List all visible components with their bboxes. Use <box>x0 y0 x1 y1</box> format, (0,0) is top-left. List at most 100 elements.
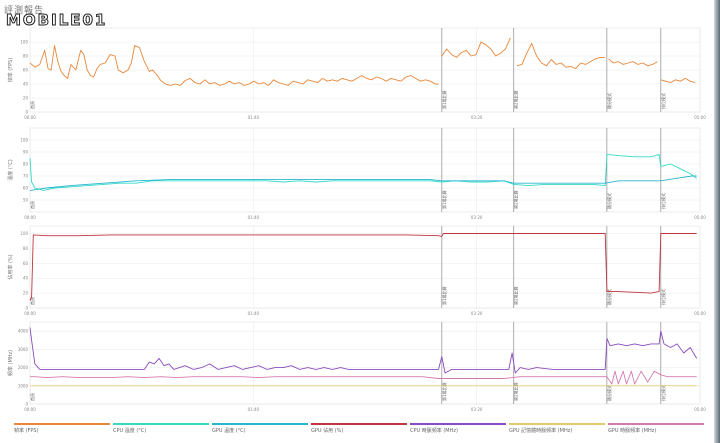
legend-item-gpu-temp: GPU 溫度 (°C) <box>212 423 308 437</box>
y-axis-label: 溫度 (°C) <box>7 159 14 181</box>
series-line-fps <box>441 37 511 58</box>
legend-swatch <box>212 423 308 425</box>
y-tick-label: 40 <box>23 82 29 87</box>
series-line-fps <box>516 42 606 70</box>
y-tick-label: 0 <box>25 402 28 407</box>
legend-label: CPU 溫度 (°C) <box>113 428 147 434</box>
window-edge <box>714 0 720 443</box>
legend-item-cpu-temp: CPU 溫度 (°C) <box>113 423 209 437</box>
section-label: 第2場比賽 <box>513 90 519 109</box>
section-label: 首頁 <box>29 201 35 209</box>
y-tick-label: 100 <box>20 40 28 45</box>
mobile01-logo: 評測報告 MOBILE01 <box>4 2 174 30</box>
y-tick-label: 50 <box>23 198 29 203</box>
x-tick-label: 05:00 <box>694 311 706 316</box>
legend-swatch <box>608 423 704 425</box>
series-line-gpu-freq <box>30 370 697 385</box>
legend-label: GPU 記憶體時脈頻率 (MHz) <box>509 428 573 434</box>
series-line-fps <box>608 58 658 67</box>
series-line-cpu-freq <box>29 327 698 374</box>
y-tick-label: 0 <box>25 306 28 311</box>
y-tick-label: 80 <box>23 162 29 167</box>
legend-item-fps: 幀率 (FPS) <box>14 423 110 437</box>
y-tick-label: 100 <box>20 231 28 236</box>
logo-top-text: 評測報告 <box>4 6 45 16</box>
legend-item-gpu-mem-freq: GPU 記憶體時脈頻率 (MHz) <box>509 423 605 437</box>
legend-label: CPU 時脈頻率 (MHz) <box>410 428 458 434</box>
y-tick-label: 60 <box>23 261 29 266</box>
x-tick-label: 03:20 <box>471 407 483 412</box>
y-tick-label: 20 <box>23 96 29 101</box>
y-tick-label: 60 <box>23 68 29 73</box>
section-label: 第2場比賽 <box>513 286 519 305</box>
y-axis-label: 頻率 (MHz) <box>7 350 14 376</box>
section-label: 第1場比賽 <box>441 286 447 305</box>
section-label: 第2場比賽 <box>513 382 519 401</box>
x-tick-label: 01:40 <box>248 215 260 220</box>
section-label: 首頁 <box>29 101 35 109</box>
legend-item-cpu-freq: CPU 時脈頻率 (MHz) <box>410 423 506 437</box>
section-label: 排位模式 <box>660 193 666 209</box>
legend-item-gpu-usage: GPU 佔用 (%) <box>311 423 407 437</box>
section-label: 積分模式 <box>606 93 612 109</box>
x-tick-label: 03:20 <box>471 215 483 220</box>
x-tick-label: 01:40 <box>248 115 260 120</box>
x-tick-label: 00:00 <box>24 311 36 316</box>
panel-frame <box>29 127 701 213</box>
legend-swatch <box>311 423 407 425</box>
series-line-fps <box>29 45 439 86</box>
x-tick-label: 01:40 <box>248 407 260 412</box>
y-tick-label: 90 <box>23 150 29 155</box>
legend-label: 幀率 (FPS) <box>14 428 39 434</box>
section-label: 積分模式 <box>606 193 612 209</box>
x-tick-label: 05:00 <box>694 115 706 120</box>
x-tick-label: 00:00 <box>24 115 36 120</box>
x-tick-label: 00:00 <box>24 407 36 412</box>
section-label: 排位模式 <box>660 93 666 109</box>
series-line-gpu-usage <box>29 233 697 301</box>
section-label: 第1場比賽 <box>441 190 447 209</box>
section-label: 排位模式 <box>660 385 666 401</box>
series-line-gpu-temp <box>29 175 697 191</box>
legend-swatch <box>410 423 506 425</box>
legend-label: GPU 佔用 (%) <box>311 428 344 434</box>
y-tick-label: 40 <box>23 276 29 281</box>
x-tick-label: 05:00 <box>694 407 706 412</box>
y-tick-label: 1000 <box>18 383 29 388</box>
y-tick-label: 20 <box>23 291 29 296</box>
y-tick-label: 60 <box>23 186 29 191</box>
x-tick-label: 01:40 <box>248 311 260 316</box>
y-tick-label: 80 <box>23 54 29 59</box>
section-label: 第1場比賽 <box>441 382 447 401</box>
legend-swatch <box>509 423 605 425</box>
series-line-cpu-temp <box>29 153 697 191</box>
x-tick-label: 05:00 <box>694 215 706 220</box>
y-tick-label: 4000 <box>18 329 29 334</box>
legend-label: GPU 時脈頻率 (MHz) <box>608 428 657 434</box>
section-label: 積分模式 <box>606 289 612 305</box>
y-tick-label: 0 <box>25 110 28 115</box>
legend-item-gpu-freq: GPU 時脈頻率 (MHz) <box>608 423 704 437</box>
section-label: 第2場比賽 <box>513 190 519 209</box>
x-tick-label: 03:20 <box>471 311 483 316</box>
legend-swatch <box>113 423 209 425</box>
series-line-fps <box>660 77 696 84</box>
y-tick-label: 70 <box>23 174 29 179</box>
y-axis-label: 佔用率 (%) <box>7 254 14 279</box>
panel-frame <box>29 321 701 405</box>
section-label: 積分模式 <box>606 385 612 401</box>
section-label: 首頁 <box>29 393 35 401</box>
legend-swatch <box>14 423 110 425</box>
x-tick-label: 00:00 <box>24 215 36 220</box>
section-label: 第1場比賽 <box>441 90 447 109</box>
legend-label: GPU 溫度 (°C) <box>212 428 246 434</box>
section-label: 排位模式 <box>660 289 666 305</box>
panel-frame <box>29 225 701 309</box>
y-tick-label: 3000 <box>18 347 29 352</box>
y-axis-label: 幀率 (FPS) <box>7 58 14 83</box>
y-tick-label: 80 <box>23 246 29 251</box>
logo-word: MOBILE01 <box>5 11 108 30</box>
x-tick-label: 03:20 <box>471 115 483 120</box>
section-label: 首頁 <box>29 297 35 305</box>
